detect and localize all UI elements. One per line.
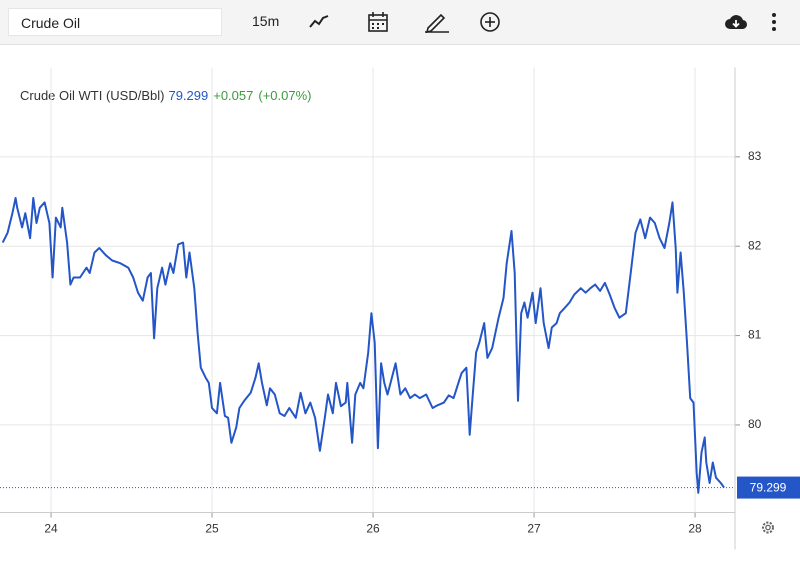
y-tick-label: 82: [748, 238, 762, 252]
x-tick-label: 28: [688, 522, 702, 536]
last-price-tag: [737, 476, 800, 499]
header-price: 79.299: [168, 88, 208, 103]
draw-icon[interactable]: [424, 11, 450, 33]
interval-button[interactable]: 15m: [252, 13, 280, 29]
page: {"toolbar": {"search": "Crude Oil", "int…: [0, 0, 800, 550]
header-change-pct: (+0.07%): [258, 88, 311, 103]
settings-icon[interactable]: [762, 521, 774, 534]
symbol-search[interactable]: Crude Oil: [8, 8, 222, 36]
toolbar: Crude Oil 15m: [0, 0, 800, 45]
x-tick-label: 24: [44, 522, 58, 536]
add-icon[interactable]: [479, 11, 501, 33]
header-change: +0.057: [213, 88, 253, 103]
chart-title: Crude Oil WTI (USD/Bbl): [20, 88, 164, 103]
x-tick-label: 27: [527, 522, 541, 536]
price-line: [1, 197, 725, 494]
chart: Crude Oil WTI (USD/Bbl) 79.299 +0.057 (+…: [0, 67, 800, 550]
x-tick-label: 26: [366, 522, 380, 536]
y-tick-label: 80: [748, 417, 762, 431]
x-tick-label: 25: [205, 522, 219, 536]
last-price-label: 79.299: [750, 481, 787, 495]
chart-type-icon[interactable]: [308, 11, 330, 33]
download-icon[interactable]: [724, 11, 748, 33]
menu-icon[interactable]: [767, 11, 781, 33]
calendar-icon[interactable]: [367, 11, 389, 33]
y-tick-label: 81: [748, 328, 762, 342]
y-tick-label: 83: [748, 149, 762, 163]
